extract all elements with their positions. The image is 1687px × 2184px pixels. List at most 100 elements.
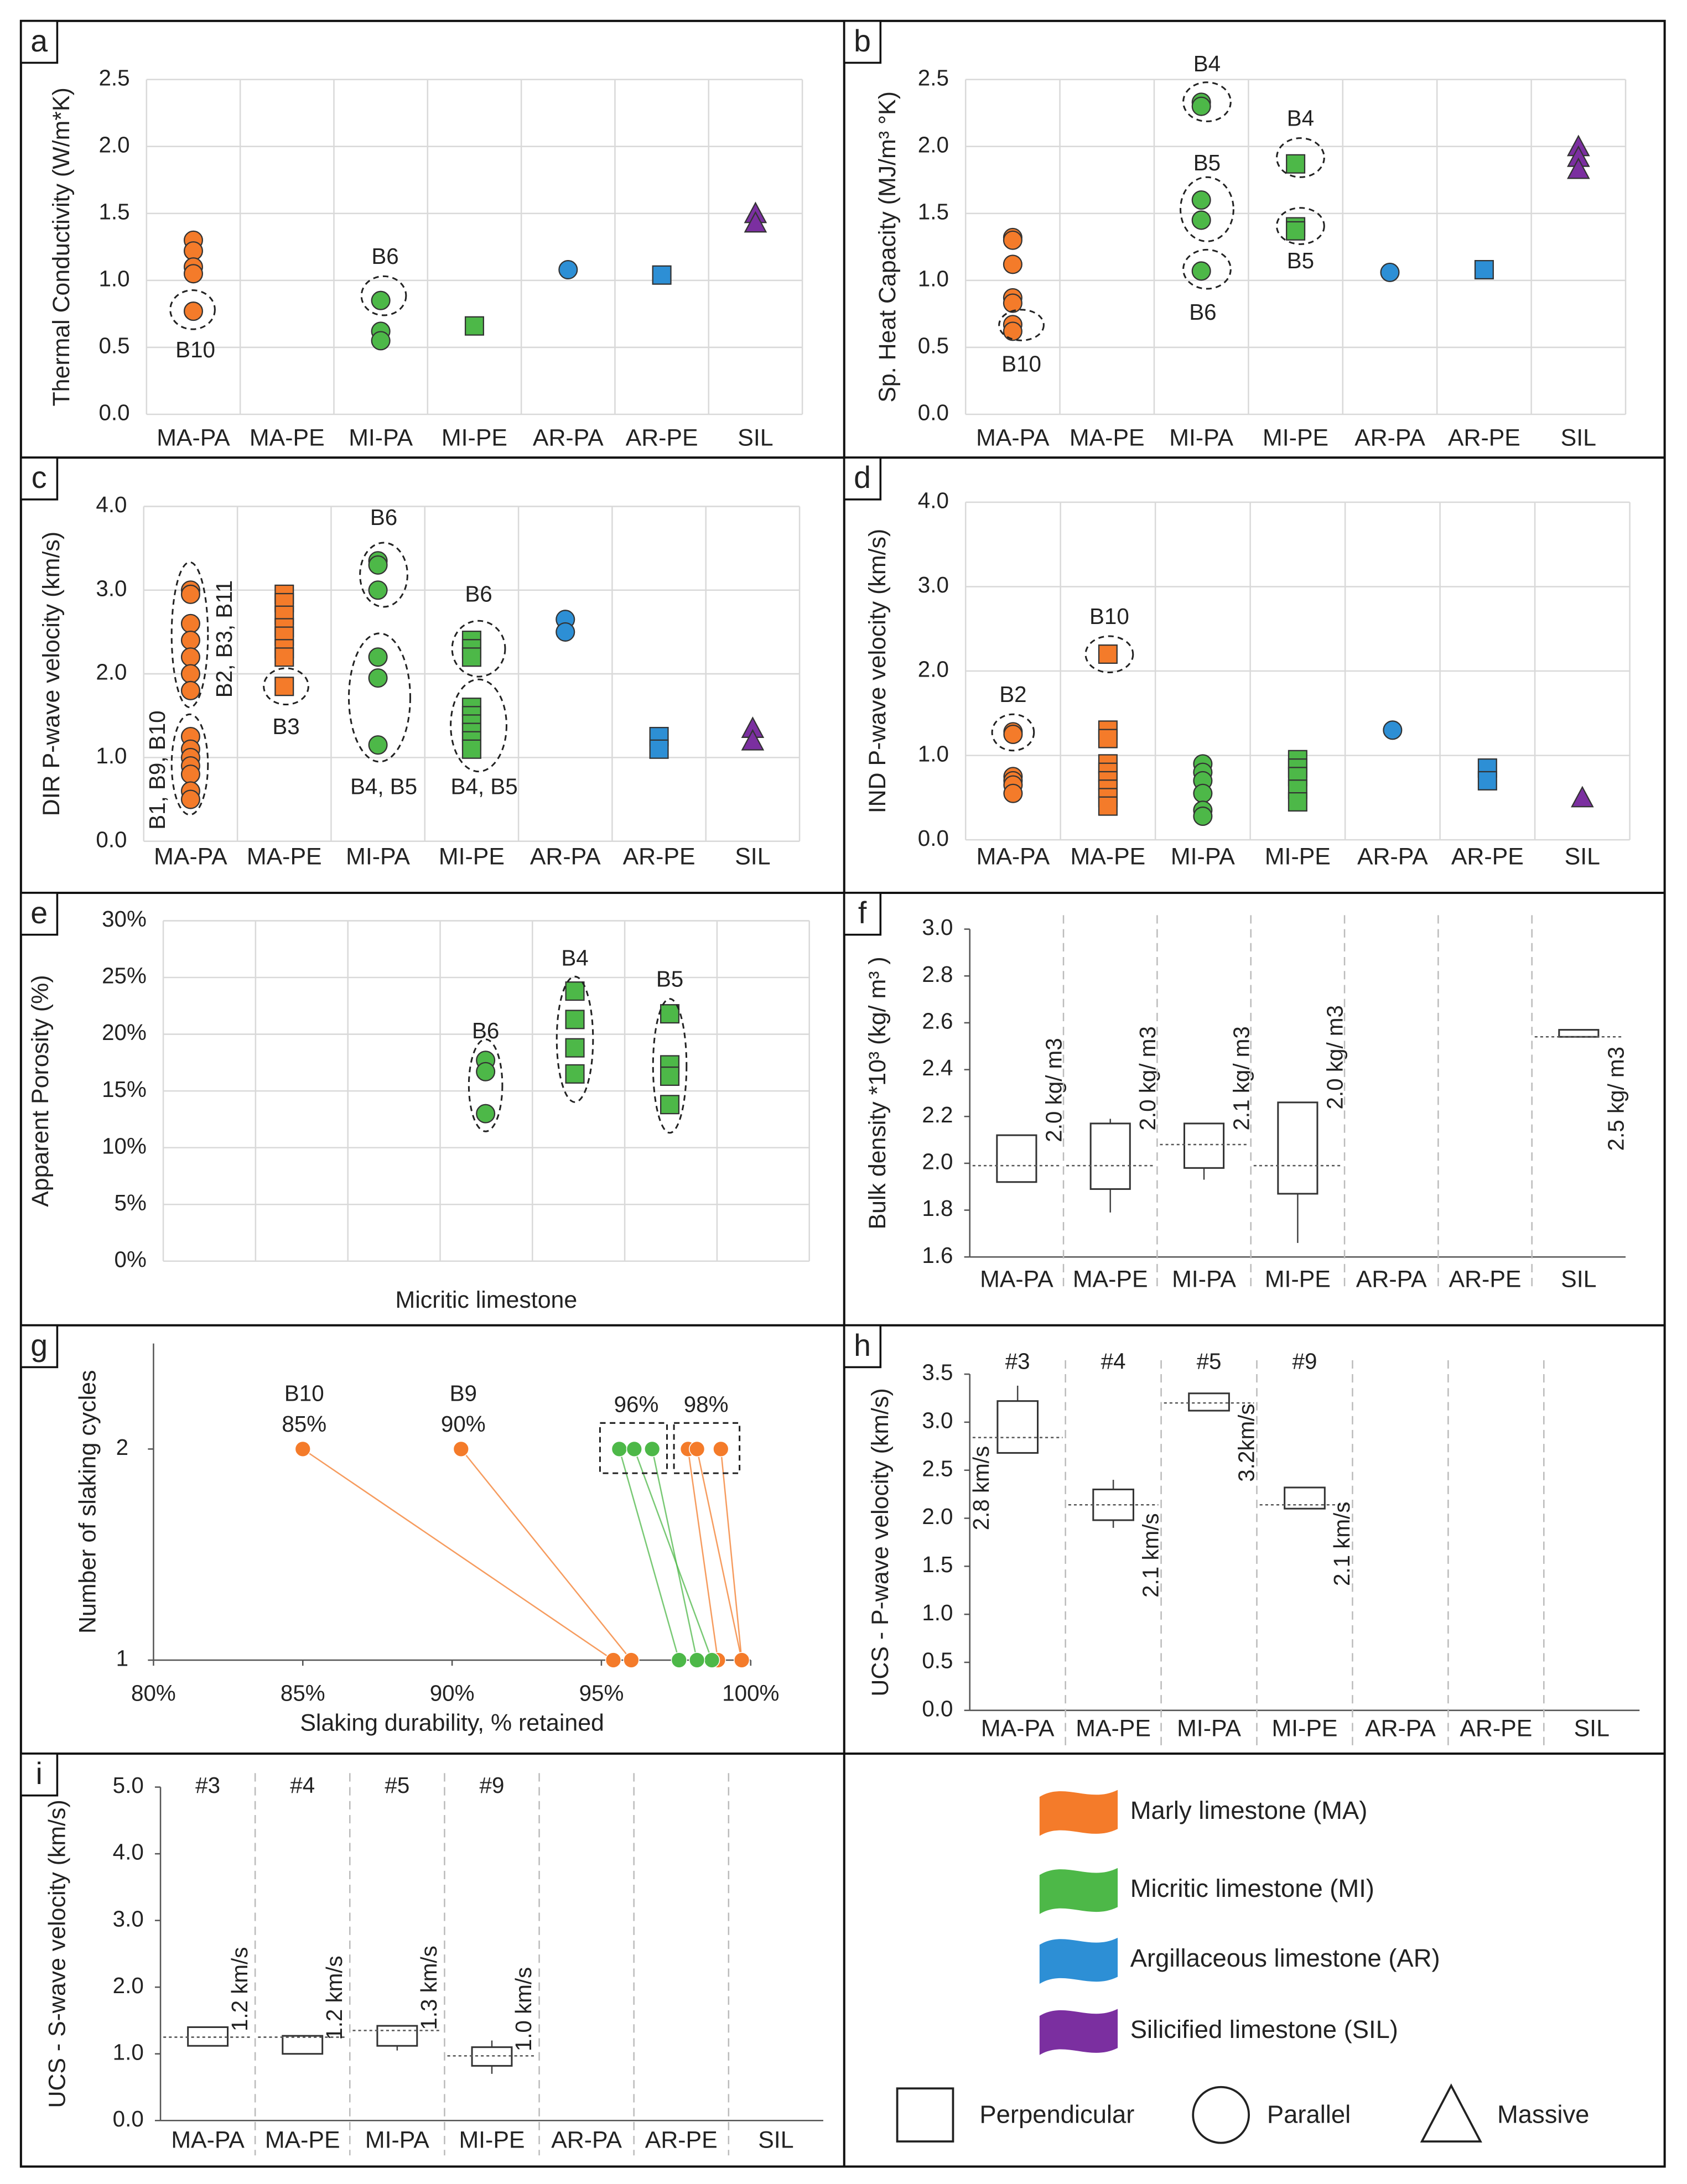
annotation-ellipse [359, 542, 408, 608]
x-tick-label: MA-PA [976, 425, 1050, 451]
point [626, 1441, 642, 1458]
annotation-ellipse [998, 309, 1045, 341]
x-tick-label: MI-PE [1265, 843, 1331, 870]
y-tick-label: 1.0 [918, 266, 949, 292]
annotation-ellipse [468, 1038, 503, 1132]
y-tick-label: 0.0 [918, 825, 949, 851]
value-label: 2.5 kg/ m3 [1603, 1047, 1629, 1151]
x-tick-label: MI-PA [1169, 425, 1233, 451]
point [476, 1104, 496, 1124]
x-tick-label: MA-PE [1073, 1266, 1148, 1292]
y-tick-label: 2.0 [113, 1973, 144, 1998]
annotation: #3 [1005, 1349, 1030, 1374]
y-tick-label: 4.0 [918, 488, 949, 513]
panel-letter-box [843, 20, 882, 64]
point [1003, 293, 1022, 313]
point [1571, 786, 1594, 808]
point [1191, 190, 1211, 210]
annotation: #5 [385, 1772, 409, 1798]
y-tick-label: 1.0 [98, 266, 129, 292]
legend-circle [1192, 2086, 1250, 2144]
y-tick-label: 1.5 [98, 199, 129, 225]
annotation: 98% [684, 1392, 729, 1417]
annotation-ellipse [451, 620, 506, 678]
point [741, 729, 765, 751]
annotation-ellipse [360, 275, 407, 316]
x-tick-label: AR-PA [1354, 425, 1425, 451]
x-tick-label: AR-PE [623, 843, 695, 870]
series-label: B5 [656, 966, 683, 992]
y-axis-title: UCS - P-wave velocity (km/s) [867, 1388, 894, 1696]
x-axis-title: Slaking durability, % retained [300, 1709, 604, 1736]
point [180, 647, 200, 667]
point [671, 1652, 687, 1668]
legend-label: Marly limestone (MA) [1130, 1796, 1368, 1824]
y-tick-label: 3.0 [113, 1906, 144, 1931]
y-tick-label: 20% [102, 1020, 147, 1045]
x-tick-label: MA-PA [157, 425, 230, 451]
point [274, 647, 294, 667]
panel-letter-box [20, 1324, 59, 1369]
point [1191, 210, 1211, 230]
legend-shape-label: Perpendicular [979, 2100, 1134, 2129]
legend-shape-label: Parallel [1267, 2100, 1351, 2129]
legend-triangle [1420, 2083, 1482, 2143]
slope-line [696, 1449, 743, 1661]
box [282, 2035, 324, 2055]
point [180, 664, 200, 684]
point [704, 1652, 720, 1668]
annotation: B1, B9, B10 [144, 710, 170, 829]
y-axis-title: DIR P-wave velocity (km/s) [38, 532, 65, 816]
y-tick-label: 2.5 [98, 65, 129, 90]
box [376, 2025, 418, 2047]
point [294, 1441, 311, 1458]
point [1191, 96, 1211, 116]
y-tick-label: 2.6 [922, 1008, 953, 1034]
box [996, 1400, 1039, 1454]
y-tick-label: 2.0 [918, 657, 949, 682]
point [461, 647, 481, 667]
point [1474, 260, 1494, 280]
y-axis-title: UCS - S-wave velocity (km/s) [44, 1800, 70, 2108]
point [453, 1441, 469, 1458]
point [1003, 230, 1022, 250]
y-tick-label: 0.0 [98, 400, 129, 425]
series-label: B6 [472, 1018, 499, 1043]
value-label: 2.1 km/s [1329, 1502, 1354, 1586]
point [1380, 262, 1400, 282]
y-tick-label: 3.0 [918, 572, 949, 597]
y-tick-label: 3.0 [96, 575, 127, 601]
point [1193, 783, 1213, 803]
legend-shape-label: Massive [1497, 2100, 1589, 2129]
annotation-ellipse [556, 975, 594, 1103]
x-tick-label: MI-PE [459, 2126, 525, 2153]
y-tick-label: 15% [102, 1077, 147, 1102]
annotation-ellipse [1180, 176, 1234, 242]
point [1477, 771, 1497, 791]
point [1383, 720, 1403, 740]
annotation: B3 [272, 714, 299, 739]
annotation-ellipse [1182, 81, 1232, 122]
x-tick-label: SIL [758, 2126, 793, 2153]
x-tick-label: MA-PE [1076, 1715, 1151, 1741]
y-tick-label: 2.0 [98, 132, 129, 157]
x-tick-label: AR-PA [530, 843, 601, 870]
point [565, 1064, 585, 1084]
y-tick-label: 0.5 [922, 1648, 953, 1673]
x-tick-label: MI-PE [1271, 1715, 1337, 1741]
annotation-ellipse [991, 713, 1035, 752]
point [1098, 729, 1118, 748]
point [464, 316, 484, 336]
y-tick-label: 0% [115, 1246, 147, 1272]
annotation: B2, B3, B11 [211, 580, 237, 698]
point [461, 739, 481, 759]
y-tick-label: 2.0 [96, 659, 127, 685]
y-tick-label: 1.0 [96, 743, 127, 768]
legend-swatch [1039, 1790, 1118, 1836]
annotation: B4, B5 [350, 774, 417, 799]
point [733, 1652, 750, 1668]
value-label: 1.2 km/s [227, 1947, 252, 2031]
box [996, 1134, 1037, 1183]
legend-swatch [1039, 1937, 1118, 1984]
x-tick-label: AR-PA [1365, 1715, 1436, 1741]
